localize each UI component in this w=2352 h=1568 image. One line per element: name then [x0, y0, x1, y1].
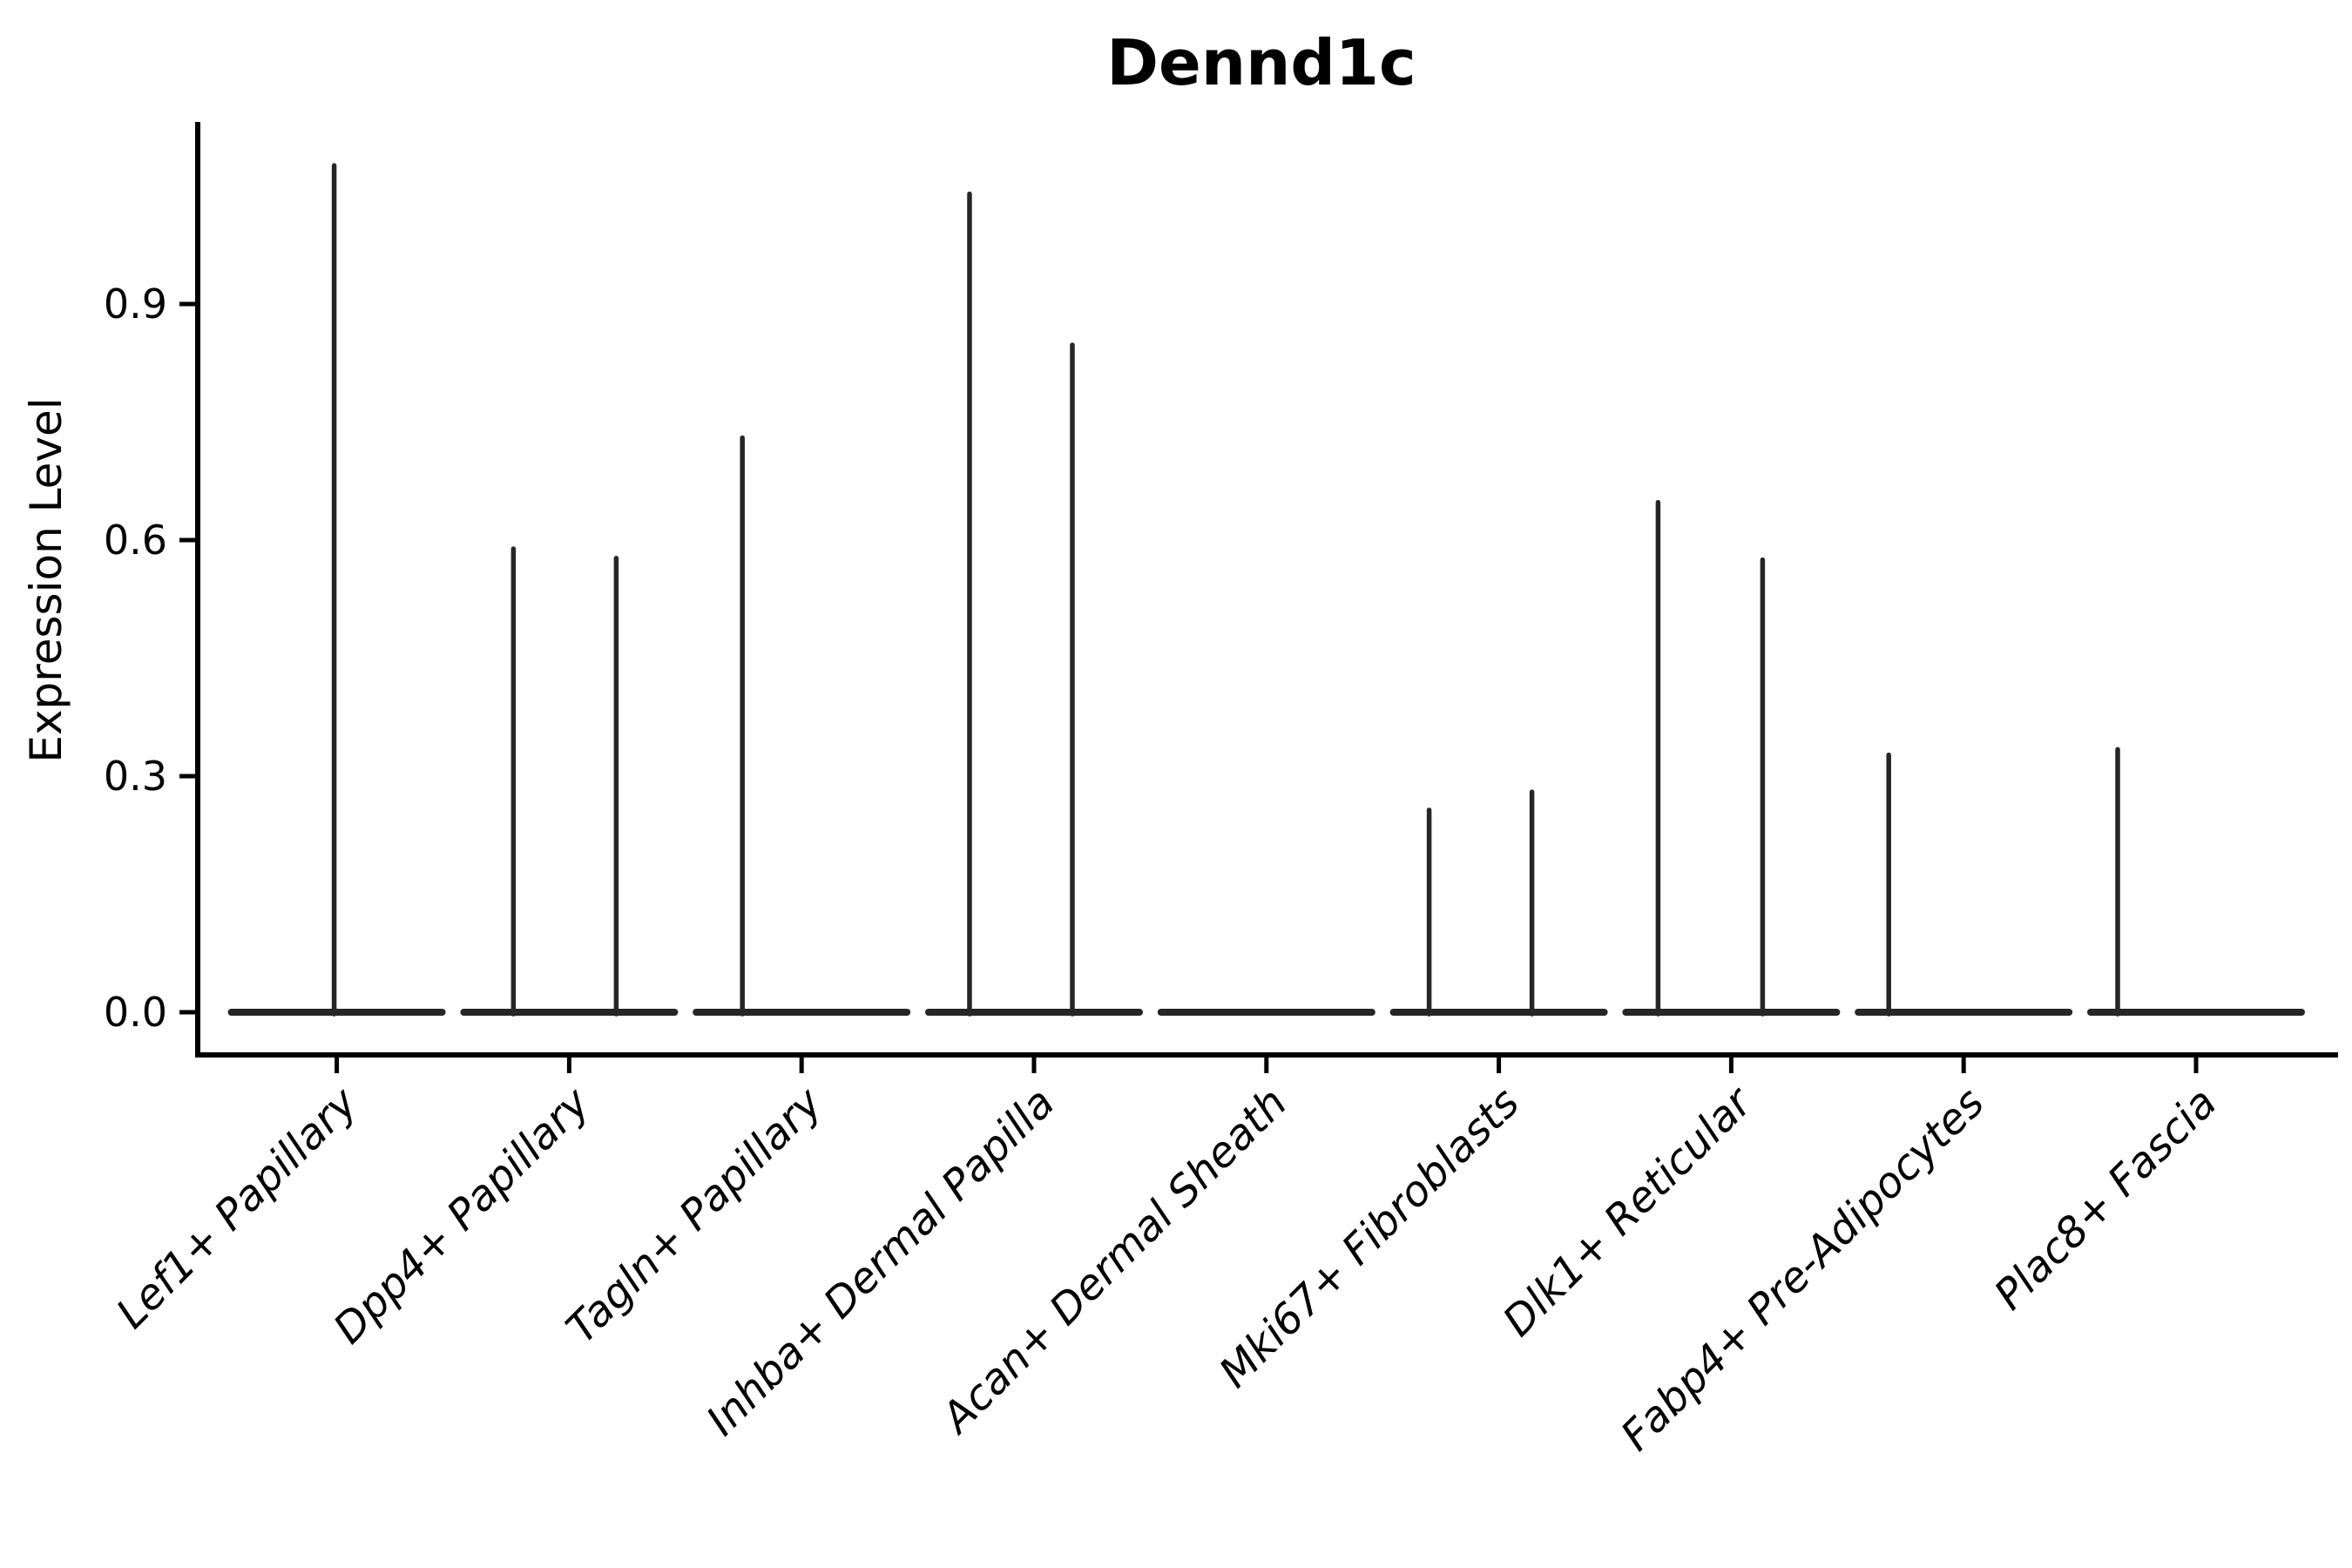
y-ticks — [179, 301, 198, 1015]
x-tick-label-1: Dpp4+ Papillary — [324, 1078, 599, 1353]
x-ticks — [335, 1055, 2199, 1073]
violin-8 — [2087, 747, 2305, 1017]
y-tick-label-0: 0.0 — [104, 989, 167, 1036]
y-axis-label: Expression Level — [21, 397, 71, 762]
violin-6 — [1622, 499, 1841, 1017]
x-tick-label-8: Plac8+ Fascia — [1985, 1078, 2227, 1320]
violin-7 — [1855, 752, 2073, 1017]
plot-title: Dennd1c — [1106, 26, 1416, 99]
violin-2 — [693, 435, 911, 1017]
violin-3 — [925, 191, 1143, 1017]
violins — [227, 163, 2305, 1017]
y-tick-label-3: 0.9 — [104, 280, 167, 328]
violin-5 — [1389, 789, 1608, 1017]
violin-1 — [460, 546, 679, 1017]
x-tick-label-6: Dlk1+ Reticular — [1494, 1077, 1764, 1347]
x-tick-label-2: Tagln+ Papillary — [557, 1078, 832, 1353]
x-tick-label-0: Lef1+ Papillary — [107, 1078, 368, 1338]
violin-0 — [227, 163, 446, 1017]
y-tick-label-1: 0.3 — [104, 753, 167, 800]
y-axis: 0.0 0.3 0.6 0.9 — [104, 122, 200, 1058]
y-tick-labels: 0.0 0.3 0.6 0.9 — [104, 280, 167, 1036]
y-tick-label-2: 0.6 — [104, 517, 167, 564]
